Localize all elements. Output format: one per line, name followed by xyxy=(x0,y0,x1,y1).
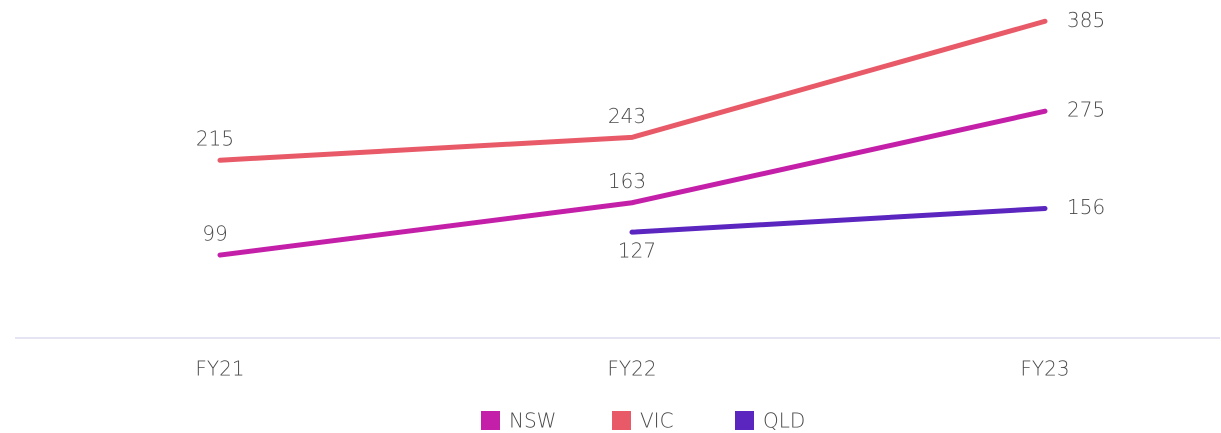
data-label: 163 xyxy=(608,169,646,193)
legend-label: VIC xyxy=(640,409,674,433)
data-label: 215 xyxy=(196,127,234,151)
data-label: 385 xyxy=(1067,8,1105,32)
legend-swatch xyxy=(735,411,754,430)
line xyxy=(217,108,1048,258)
data-label: 156 xyxy=(1067,195,1105,219)
data-label: 275 xyxy=(1067,98,1105,122)
legend-swatch xyxy=(481,411,500,430)
x-tick-label: FY22 xyxy=(607,357,656,381)
x-tick-label: FY21 xyxy=(195,357,244,381)
x-tick-label: FY23 xyxy=(1020,357,1069,381)
legend-label: QLD xyxy=(763,409,805,433)
line xyxy=(217,18,1048,163)
data-label: 127 xyxy=(618,239,656,263)
data-label: 99 xyxy=(202,222,227,246)
legend-label: NSW xyxy=(509,409,556,433)
line xyxy=(629,205,1048,235)
legend-swatch xyxy=(612,411,631,430)
data-label: 243 xyxy=(608,104,646,128)
